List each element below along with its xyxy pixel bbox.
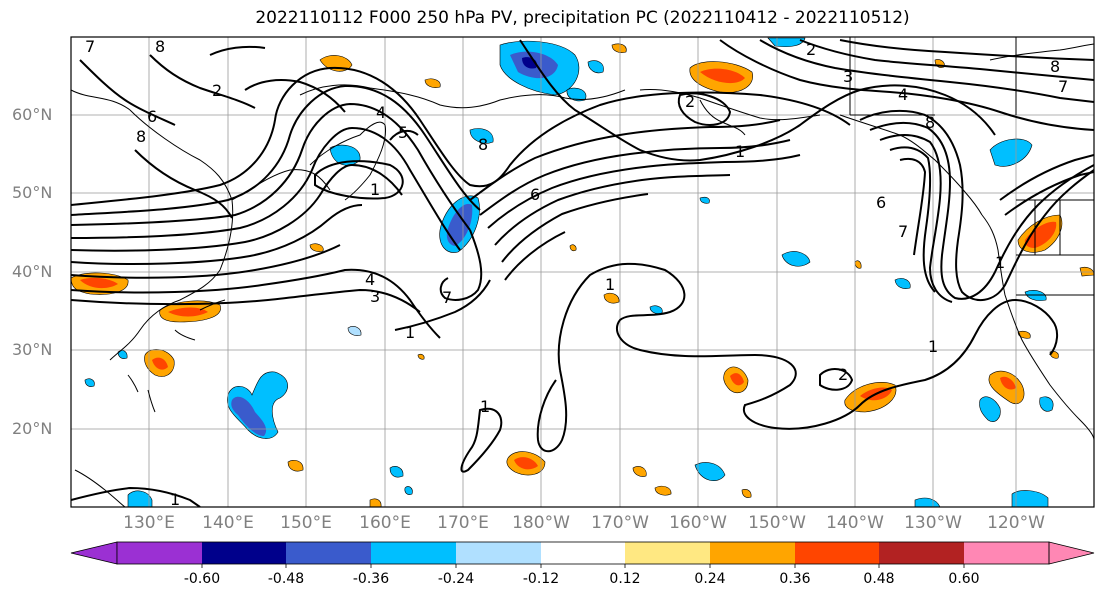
map-panel: 8 2 6 8 7 4 5 1 8 2 6 1 4 3 7 1 1 1 2 3 … (71, 37, 1094, 509)
colorbar-tick-label: -0.60 (183, 571, 221, 587)
contour-label: 4 (898, 85, 908, 104)
contour-label: 4 (365, 270, 375, 289)
map-title: 2022110112 F000 250 hPa PV, precipitatio… (255, 8, 910, 28)
contour-label: 1 (735, 142, 745, 161)
lon-label: 170°E (437, 513, 489, 533)
lon-label: 140°W (826, 513, 884, 533)
lon-label: 160°E (359, 513, 411, 533)
contour-label: 8 (925, 113, 935, 132)
contour-label: 1 (480, 397, 490, 416)
contour-label: 1 (405, 323, 415, 342)
pv-contours (71, 39, 1094, 507)
colorbar-tick-label: 0.36 (779, 571, 811, 587)
colorbar-tick-label: 0.24 (694, 571, 726, 587)
contour-label: 2 (685, 92, 695, 111)
contour-label: 8 (1050, 57, 1060, 76)
contour-label: 2 (838, 365, 848, 384)
lon-label: 150°E (280, 513, 332, 533)
contour-label: 1 (370, 180, 380, 199)
contour-label: 3 (370, 287, 380, 306)
colorbar-tick-label: 0.60 (948, 571, 980, 587)
lat-label: 30°N (12, 340, 53, 359)
contour-label: 1 (605, 275, 615, 294)
lon-label: 130°W (904, 513, 962, 533)
contour-label: 7 (1058, 77, 1068, 96)
colorbar-extend-high (1048, 541, 1095, 565)
map-frame (70, 36, 1095, 508)
lat-label: 60°N (12, 105, 53, 124)
contour-label: 6 (530, 185, 540, 204)
contour-label: 1 (170, 490, 180, 509)
colorbar-tick-label: 0.48 (863, 571, 895, 587)
contour-label: 8 (136, 127, 146, 146)
colorbar-tick-label: 0.12 (609, 571, 641, 587)
contour-label: 6 (147, 107, 157, 126)
contour-label: 7 (85, 37, 95, 56)
contour-label: 6 (876, 193, 886, 212)
colorbar-tick-label: -0.24 (437, 571, 475, 587)
lat-label: 40°N (12, 262, 53, 281)
contour-label: 7 (442, 288, 452, 307)
contour-label: 1 (928, 337, 938, 356)
lon-label: 140°E (202, 513, 254, 533)
contour-labels: 8 2 6 8 7 4 5 1 8 2 6 1 4 3 7 1 1 1 2 3 … (85, 37, 1068, 509)
lon-label: 180°W (512, 513, 570, 533)
contour-label: 8 (478, 135, 488, 154)
contour-label: 4 (376, 103, 386, 122)
lat-label: 20°N (12, 419, 53, 438)
contour-label: 2 (806, 40, 816, 59)
contour-label: 8 (155, 37, 165, 56)
colorbar-tick-label: -0.36 (352, 571, 390, 587)
contour-label: 1 (995, 253, 1005, 272)
lon-label: 160°W (669, 513, 727, 533)
lat-label: 50°N (12, 183, 53, 202)
contour-label: 5 (398, 123, 408, 142)
colorbar-tick-label: -0.12 (522, 571, 560, 587)
colorbar (70, 541, 1095, 568)
contour-label: 3 (843, 67, 853, 86)
contour-label: 7 (898, 222, 908, 241)
lon-label: 120°W (987, 513, 1045, 533)
colorbar-extend-low (70, 541, 118, 565)
lon-label: 170°W (591, 513, 649, 533)
contour-label: 2 (212, 81, 222, 100)
lon-label: 130°E (123, 513, 175, 533)
lon-label: 150°W (748, 513, 806, 533)
colorbar-tick-label: -0.48 (267, 571, 305, 587)
